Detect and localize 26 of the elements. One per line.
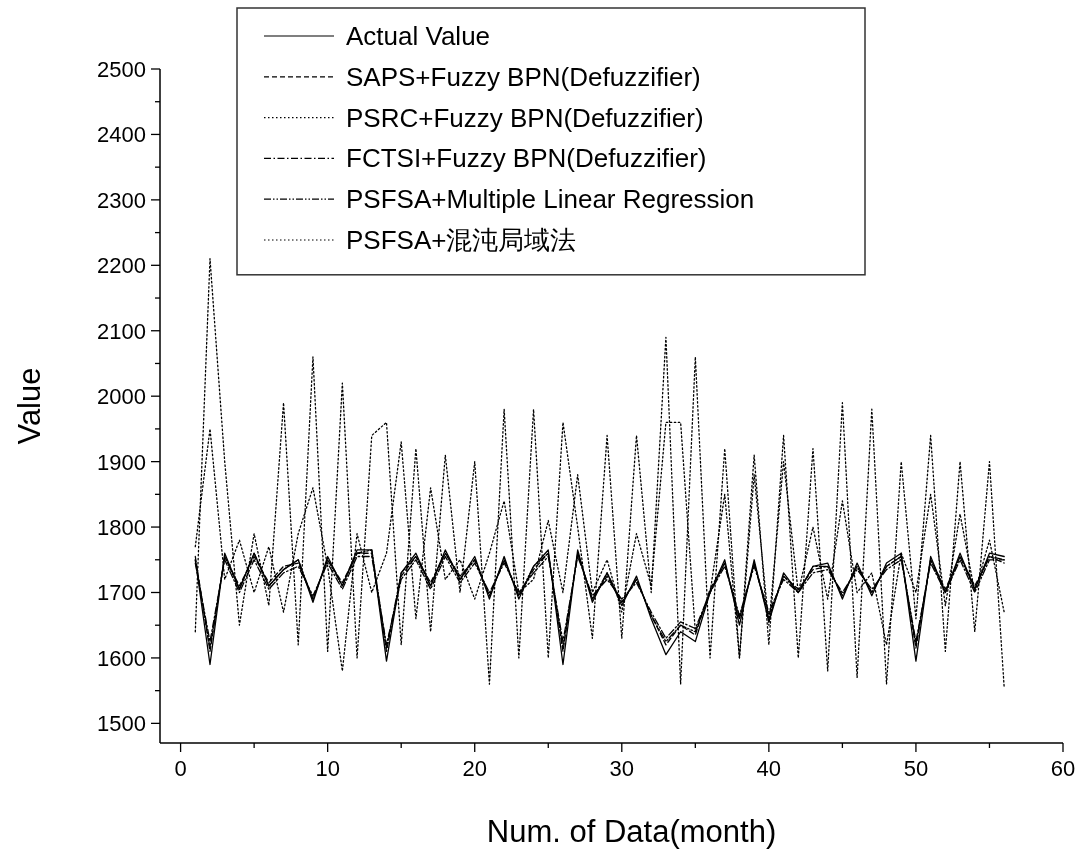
x-tick-label: 0 (174, 756, 187, 781)
y-tick-label: 2300 (97, 187, 146, 213)
y-tick-label: 2500 (97, 57, 146, 82)
x-tick-label: 40 (756, 756, 782, 781)
x-tick-label: 20 (462, 756, 487, 781)
legend-label: PSFSA+混沌局域法 (346, 225, 577, 255)
y-tick-label: 2100 (97, 318, 146, 344)
y-tick-label: 2000 (97, 384, 146, 410)
y-tick-label: 2400 (97, 122, 146, 148)
legend-label: PSRC+Fuzzy BPN(Defuzzifier) (346, 102, 704, 133)
y-tick-label: 1700 (97, 580, 146, 606)
y-tick-label: 1800 (97, 515, 146, 541)
x-tick-label: 50 (903, 756, 929, 781)
x-axis-title: Num. of Data(month) (486, 814, 777, 849)
y-tick-label: 2200 (97, 253, 146, 279)
x-tick-label: 10 (315, 756, 340, 781)
y-tick-label: 1900 (97, 449, 146, 475)
x-tick-label: 30 (609, 756, 635, 781)
legend-label: FCTSI+Fuzzy BPN(Defuzzifier) (346, 143, 707, 174)
y-tick-label: 1600 (97, 645, 146, 671)
legend-label: PSFSA+Multiple Linear Regression (346, 184, 755, 215)
legend-label: Actual Value (346, 21, 491, 51)
x-tick-label: 60 (1050, 756, 1076, 781)
y-axis-title: Value (12, 367, 47, 445)
y-tick-label: 1500 (97, 711, 146, 737)
legend-label: SAPS+Fuzzy BPN(Defuzzifier) (346, 61, 701, 92)
